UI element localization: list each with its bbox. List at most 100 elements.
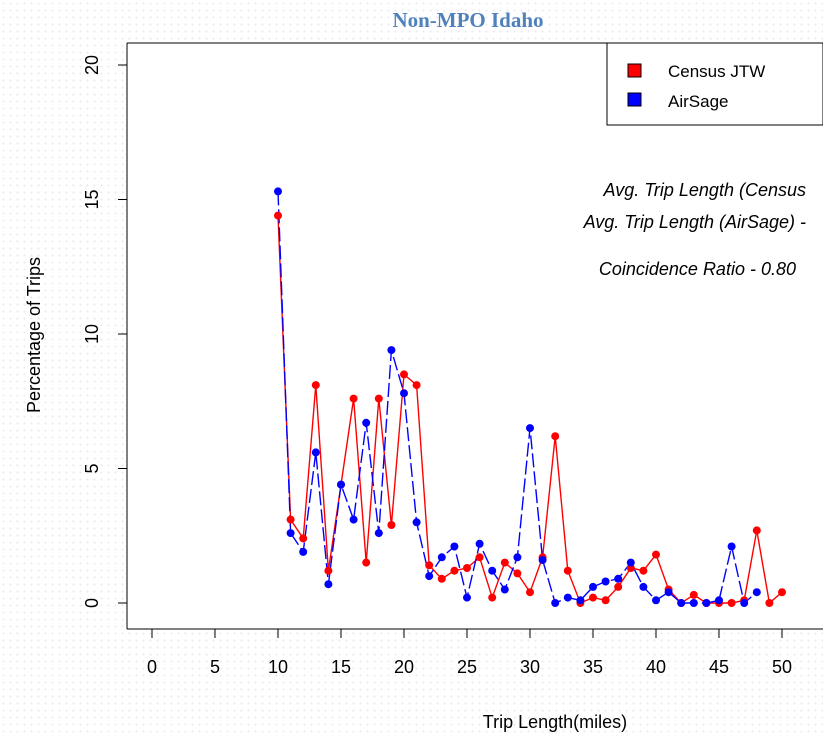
legend-label-airsage: AirSage <box>668 92 728 111</box>
x-tick-label: 30 <box>520 657 540 677</box>
annotation-avg-trip-airsage: Avg. Trip Length (AirSage) - <box>583 212 806 232</box>
data-point-census <box>286 515 295 524</box>
data-point-airsage <box>715 596 723 605</box>
x-tick-label: 20 <box>394 657 414 677</box>
data-point-airsage <box>349 515 358 524</box>
y-axis-label: Percentage of Trips <box>24 257 44 413</box>
data-point-airsage <box>374 529 383 538</box>
y-tick-label: 15 <box>82 189 102 209</box>
data-point-census <box>752 526 761 535</box>
x-tick-label: 50 <box>772 657 792 677</box>
y-tick-label: 20 <box>82 55 102 75</box>
data-point-census <box>727 599 736 607</box>
x-axis-label: Trip Length(miles) <box>483 712 627 732</box>
data-point-airsage <box>475 539 484 548</box>
data-point-airsage <box>551 599 560 607</box>
x-tick-label: 40 <box>646 657 666 677</box>
x-tick-label: 5 <box>210 657 220 677</box>
x-tick-label: 15 <box>331 657 351 677</box>
data-point-census <box>311 381 320 390</box>
data-point-census <box>652 550 660 559</box>
series-points-layer <box>274 187 786 607</box>
data-point-airsage <box>362 418 371 427</box>
data-point-census <box>765 599 774 607</box>
data-point-airsage <box>677 599 686 607</box>
data-point-airsage <box>400 389 408 398</box>
data-point-census <box>437 574 446 583</box>
data-point-census <box>400 370 408 379</box>
data-point-census <box>614 582 623 591</box>
data-point-airsage <box>450 542 459 551</box>
axes-layer: 0 5 10 15 20 25 30 35 40 45 50 0 5 10 15 20 <box>82 42 823 677</box>
data-point-airsage <box>589 582 597 591</box>
data-point-airsage <box>601 577 610 586</box>
data-point-airsage <box>463 593 471 602</box>
data-point-airsage <box>727 542 736 551</box>
chart-title: Non-MPO Idaho <box>392 8 544 32</box>
data-point-census <box>778 588 786 597</box>
data-point-airsage <box>740 599 749 607</box>
data-point-census <box>475 553 484 562</box>
data-point-airsage <box>689 599 698 607</box>
data-point-airsage <box>702 599 711 607</box>
data-point-census <box>639 566 648 575</box>
plot-background <box>127 43 823 629</box>
x-tick-label: 35 <box>583 657 603 677</box>
y-tick-label: 0 <box>82 598 102 608</box>
data-point-census <box>488 593 497 602</box>
data-point-census <box>463 564 471 572</box>
data-point-census <box>349 394 358 403</box>
x-tick-label: 45 <box>709 657 729 677</box>
data-point-airsage <box>563 593 572 602</box>
legend-label-census: Census JTW <box>668 62 765 81</box>
x-tick-label: 0 <box>147 657 157 677</box>
y-tick-label: 5 <box>82 463 102 473</box>
data-point-census <box>450 566 459 575</box>
data-point-census <box>589 593 597 602</box>
data-point-airsage <box>626 558 635 567</box>
data-point-census <box>563 566 572 575</box>
data-point-airsage <box>576 596 585 605</box>
legend-swatch-census <box>627 63 642 78</box>
data-point-census <box>513 569 522 578</box>
y-tick-label: 10 <box>82 324 102 344</box>
data-point-census <box>601 596 610 605</box>
data-point-airsage <box>538 556 547 564</box>
data-point-airsage <box>311 448 320 457</box>
data-point-census <box>299 534 308 543</box>
data-point-airsage <box>526 424 534 433</box>
data-point-census <box>551 432 560 441</box>
data-point-census <box>412 381 421 390</box>
data-point-airsage <box>639 582 648 591</box>
data-point-census <box>500 558 509 567</box>
data-point-airsage <box>425 572 434 581</box>
data-point-census <box>374 394 383 403</box>
data-point-airsage <box>488 566 497 575</box>
annotation-coincidence-ratio: Coincidence Ratio - 0.80 <box>599 259 796 279</box>
legend: Census JTW AirSage <box>606 42 823 126</box>
x-tick-label: 10 <box>268 657 288 677</box>
data-point-airsage <box>274 187 282 196</box>
legend-box <box>606 42 823 126</box>
data-point-airsage <box>614 574 623 583</box>
data-point-census <box>324 566 333 575</box>
data-point-airsage <box>299 547 308 556</box>
data-point-airsage <box>286 529 295 538</box>
data-point-airsage <box>337 480 345 489</box>
data-point-airsage <box>652 596 660 605</box>
annotation-avg-trip-census: Avg. Trip Length (Census <box>603 180 806 200</box>
data-point-airsage <box>387 346 396 355</box>
data-point-census <box>526 588 534 597</box>
data-point-census <box>274 211 282 220</box>
data-point-airsage <box>324 580 333 589</box>
data-point-census <box>689 590 698 599</box>
x-tick-label: 25 <box>457 657 477 677</box>
data-point-census <box>425 561 434 570</box>
series-line-airsage <box>277 191 758 605</box>
data-point-airsage <box>752 588 761 597</box>
data-point-airsage <box>664 588 673 597</box>
data-point-airsage <box>513 553 522 562</box>
legend-swatch-airsage <box>627 92 642 107</box>
